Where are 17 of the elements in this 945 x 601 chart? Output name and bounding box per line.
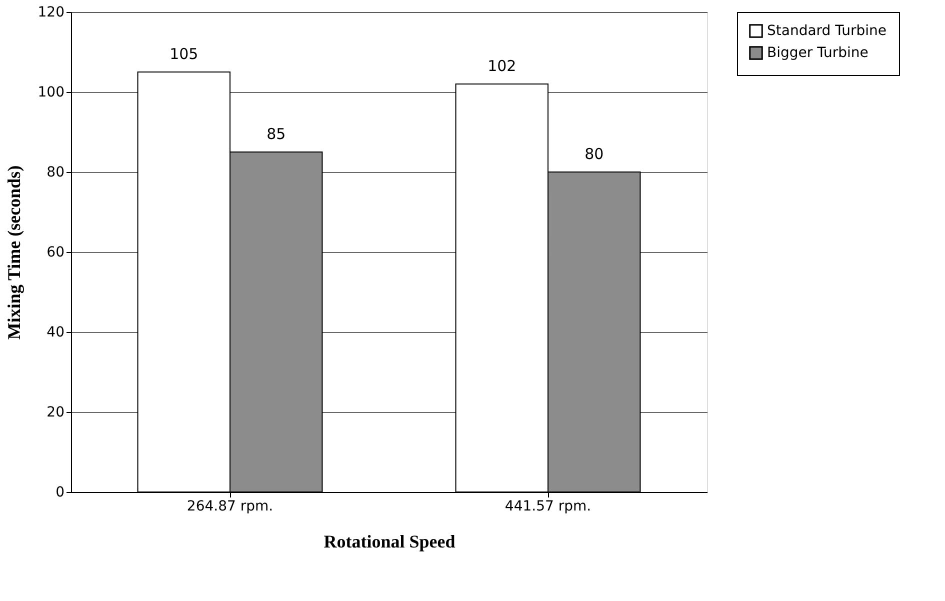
data-label: 80: [584, 145, 604, 163]
y-tick-label: 20: [46, 404, 64, 420]
data-label: 102: [488, 57, 516, 75]
y-tick-label: 120: [38, 4, 64, 20]
legend-label: Standard Turbine: [767, 23, 886, 39]
x-tick-label: 441.57 rpm.: [504, 498, 592, 514]
y-tick-label: 100: [38, 84, 64, 100]
legend-label: Bigger Turbine: [767, 45, 868, 61]
y-tick-label: 80: [46, 164, 64, 180]
y-tick-label: 40: [46, 324, 64, 340]
x-axis-title: Rotational Speed: [324, 532, 456, 552]
y-tick-label: 0: [56, 484, 64, 500]
y-axis-title: Mixing Time (seconds): [4, 165, 24, 340]
data-label: 85: [266, 125, 286, 143]
data-label: 105: [170, 45, 198, 63]
x-tick-label: 264.87 rpm.: [186, 498, 274, 514]
y-tick-label: 60: [46, 244, 64, 260]
